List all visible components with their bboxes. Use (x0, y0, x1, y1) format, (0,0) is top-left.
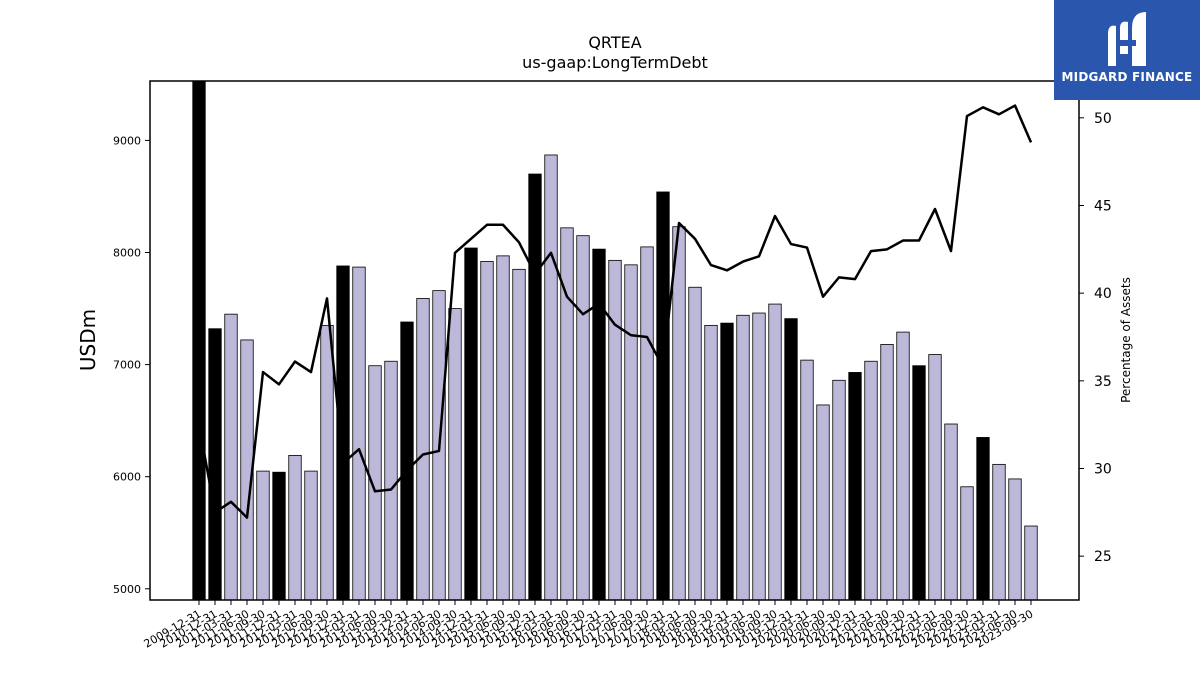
bar-2011-09-30 (256, 470, 270, 601)
y2-tick-label: 50 (1094, 111, 1112, 127)
bar-2014-03-31 (416, 298, 430, 601)
bar-2022-03-31 (928, 354, 942, 601)
y2-tick-label: 25 (1094, 549, 1112, 565)
x-axis-ticks: 2009-12-312010-12-312011-03-312011-06-30… (142, 600, 1036, 651)
bar-2016-03-31 (544, 154, 558, 601)
bar-2012-09-30 (320, 324, 334, 601)
bar-2010-12-31 (208, 328, 222, 601)
bar-2015-03-31 (480, 261, 494, 601)
bar-2017-09-30 (640, 246, 654, 601)
y2-tick-label: 40 (1094, 286, 1112, 302)
y-tick-label: 9000 (113, 134, 141, 147)
bar-2021-06-30 (880, 344, 894, 601)
y-tick-label: 8000 (113, 247, 141, 260)
bar-2022-09-30 (960, 486, 974, 601)
bars-layer (192, 80, 1038, 601)
bar-2013-12-31 (400, 321, 414, 601)
bar-2019-06-30 (752, 312, 766, 601)
bar-2019-09-30 (768, 303, 782, 601)
midgard-m-logo-icon (1108, 12, 1146, 66)
bar-2011-12-31 (272, 471, 286, 601)
bar-2018-12-31 (720, 322, 734, 601)
bar-2013-09-30 (384, 360, 398, 601)
bar-2021-03-31 (864, 360, 878, 601)
y-tick-label: 6000 (113, 471, 141, 484)
bar-2023-09-30 (1024, 525, 1038, 601)
bar-2019-03-31 (736, 314, 750, 601)
bar-2017-06-30 (624, 264, 638, 601)
bar-2012-06-30 (304, 470, 318, 601)
bar-2012-03-31 (288, 454, 302, 601)
bar-2014-12-31 (464, 247, 478, 601)
bar-2011-03-31 (224, 313, 238, 601)
bar-2016-09-30 (576, 235, 590, 601)
y2-tick-label: 30 (1094, 461, 1112, 477)
midgard-finance-logo: MIDGARD FINANCE (1054, 0, 1200, 100)
y-axis-label: USDm (76, 309, 100, 371)
bar-2018-09-30 (704, 324, 718, 601)
bar-2021-12-31 (912, 365, 926, 601)
y2-tick-label: 35 (1094, 374, 1112, 390)
y-tick-label: 7000 (113, 359, 141, 372)
bar-2013-03-31 (352, 266, 366, 601)
bar-2016-12-31 (592, 248, 606, 601)
chart-title: QRTEA (588, 33, 641, 52)
bar-2014-09-30 (448, 308, 462, 601)
y2-tick-label: 45 (1094, 198, 1112, 214)
bar-2017-12-31 (656, 191, 670, 601)
bar-2019-12-31 (784, 318, 798, 601)
bar-2017-03-31 (608, 259, 622, 601)
bar-2021-09-30 (896, 331, 910, 601)
bar-2012-12-31 (336, 265, 350, 601)
bar-2020-12-31 (848, 372, 862, 601)
bar-2022-12-31 (976, 437, 990, 601)
bar-2020-03-31 (800, 359, 814, 601)
bar-2020-06-30 (816, 404, 830, 601)
y2-axis-label: Percentage of Assets (1119, 277, 1133, 403)
bar-2018-06-30 (688, 286, 702, 601)
percentage-of-assets-line (197, 104, 1033, 519)
bar-2015-12-31 (528, 173, 542, 601)
bar-2023-06-30 (1008, 478, 1022, 601)
bar-2015-06-30 (496, 255, 510, 601)
bar-2018-03-31 (672, 226, 686, 601)
bar-2009-12-31 (192, 80, 206, 601)
y-tick-label: 5000 (113, 583, 141, 596)
bar-2023-03-31 (992, 463, 1006, 601)
bar-2015-09-30 (512, 268, 526, 601)
right-axis-ticks: 25 30 35 40 45 50 (1079, 111, 1112, 565)
logo-text: MIDGARD FINANCE (1061, 70, 1193, 84)
bar-2022-06-30 (944, 423, 958, 601)
bar-2020-09-30 (832, 379, 846, 601)
chart-subtitle: us-gaap:LongTermDebt (522, 53, 708, 72)
left-axis-ticks: 5000 6000 7000 8000 9000 (113, 134, 150, 596)
